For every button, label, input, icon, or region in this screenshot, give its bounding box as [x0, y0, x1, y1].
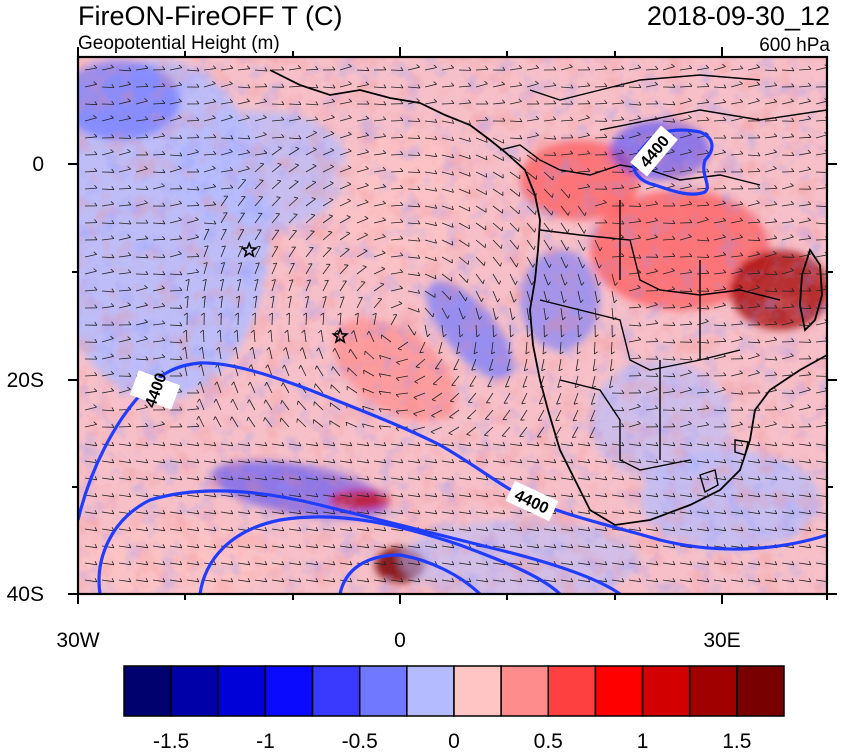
lat-tick-0: 0 [32, 153, 44, 176]
left-subtitle: Geopotential Height (m) [78, 33, 280, 54]
colorbar-tick-label: -1 [256, 730, 275, 750]
colorbar-box-12 [690, 666, 737, 716]
colorbar-box-0 [124, 666, 171, 716]
colorbar-box-11 [643, 666, 690, 716]
colorbar-tick-label: 0.5 [534, 730, 563, 750]
left-title: FireON-FireOFF T (C) [78, 1, 342, 31]
colorbar-tick-label: 1.5 [722, 730, 751, 750]
right-title: 2018-09-30_12 [647, 1, 830, 31]
colorbar-box-5 [360, 666, 407, 716]
colorbar-box-6 [407, 666, 454, 716]
colorbar-box-8 [501, 666, 548, 716]
colorbar: -1.5 -1 -0.5 0 0.5 1 1.5 [124, 666, 784, 750]
colorbar-box-9 [548, 666, 595, 716]
colorbar-tick-label: -0.5 [342, 730, 378, 750]
lon-tick-30w: 30W [56, 629, 99, 652]
lat-tick-20s: 20S [7, 369, 44, 392]
colorbar-box-2 [218, 666, 265, 716]
colorbar-tick-label: -1.5 [153, 730, 189, 750]
colorbar-box-4 [313, 666, 360, 716]
colorbar-box-1 [171, 666, 218, 716]
lon-tick-0: 0 [394, 629, 406, 652]
colorbar-tick-label: 1 [637, 730, 649, 750]
right-subtitle: 600 hPa [759, 35, 830, 56]
colorbar-box-10 [595, 666, 642, 716]
colorbar-box-3 [265, 666, 312, 716]
colorbar-tick-label: 0 [448, 730, 460, 750]
map-plot: 4400 4400 4400 [50, 57, 830, 600]
lon-tick-30e: 30E [703, 629, 740, 652]
colorbar-box-7 [454, 666, 501, 716]
colorbar-box-13 [737, 666, 784, 716]
lat-tick-40s: 40S [7, 583, 44, 606]
